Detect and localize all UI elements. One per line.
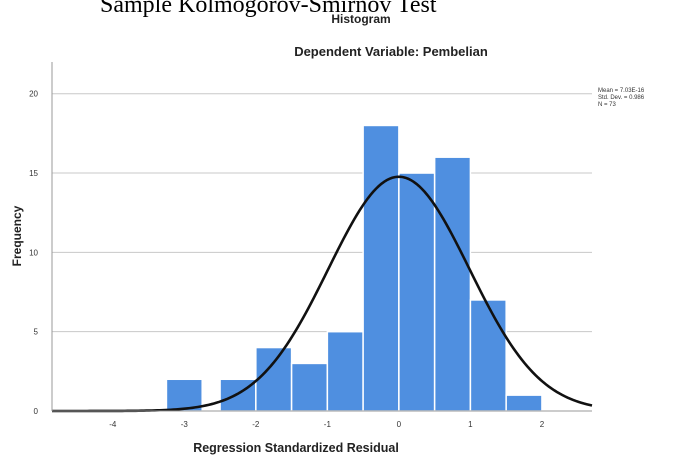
y-tick-label: 10 <box>29 248 38 257</box>
histogram-bar <box>398 172 436 412</box>
histogram-bar <box>255 346 293 412</box>
x-tick-label: -3 <box>181 420 189 429</box>
histogram-bar <box>505 394 543 412</box>
x-tick-label: -4 <box>109 420 117 429</box>
x-axis-label: Regression Standardized Residual <box>193 441 399 455</box>
x-tick-label: 2 <box>540 420 545 429</box>
y-tick-label: 15 <box>29 169 38 178</box>
stats-legend-line: N = 73 <box>598 102 617 108</box>
page-heading: Sample Kolmogorov-Smirnov Test <box>100 0 437 18</box>
histogram-bar <box>362 124 400 412</box>
histogram-bar <box>290 362 329 412</box>
y-tick-label: 20 <box>29 90 38 99</box>
histogram-bar <box>433 156 472 412</box>
y-tick-label: 0 <box>34 407 39 416</box>
histogram-bar <box>165 378 203 412</box>
x-tick-label: 0 <box>397 420 402 429</box>
histogram-bar <box>326 330 364 412</box>
stats-legend-line: Mean = 7.03E-16 <box>598 88 645 94</box>
stats-legend-line: Std. Dev. = 0.986 <box>598 95 645 101</box>
x-tick-label: -1 <box>324 420 332 429</box>
chart-title: Histogram <box>331 12 391 26</box>
x-tick-label: 1 <box>468 420 473 429</box>
y-tick-label: 5 <box>34 328 39 337</box>
y-axis-label: Frequency <box>10 205 24 266</box>
histogram-bar <box>469 299 507 412</box>
chart-subtitle: Dependent Variable: Pembelian <box>294 44 488 59</box>
x-tick-label: -2 <box>252 420 260 429</box>
